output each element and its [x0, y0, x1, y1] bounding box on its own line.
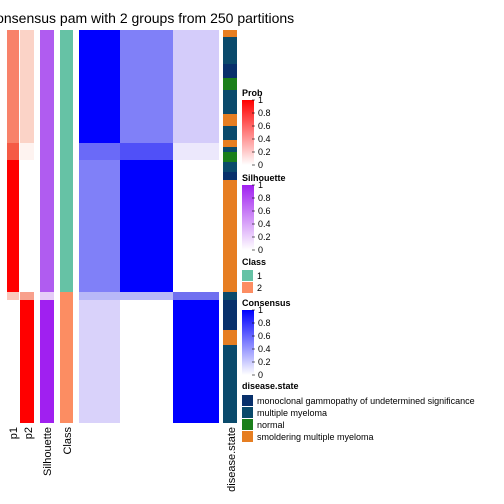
- column-label: disease.state: [226, 427, 238, 492]
- column-label: Class: [62, 427, 74, 455]
- p2-block-c: [20, 292, 34, 300]
- disease-state-segment: [223, 180, 237, 292]
- disease-state-segment: [223, 126, 237, 140]
- consensus-cell-aa: [79, 30, 120, 143]
- consensus-legend-tick: 0.4: [258, 344, 271, 354]
- consensus-legend-bar: [242, 310, 254, 375]
- disease-state-legend-title: disease.state: [242, 381, 299, 391]
- p2-block-d: [20, 300, 34, 423]
- disease-state-legend-swatch: [242, 407, 253, 418]
- consensus-cell-ba: [79, 143, 120, 160]
- prob-legend-tick: 0.8: [258, 108, 271, 118]
- column-label: Silhouette: [42, 427, 54, 476]
- prob-legend-tick: 0: [258, 160, 263, 170]
- disease-state-segment: [223, 64, 237, 78]
- disease-state-segment: [223, 162, 237, 172]
- silhouette-legend-title: Silhouette: [242, 173, 286, 183]
- silhouette-legend-tick: 0.4: [258, 219, 271, 229]
- consensus-legend-title: Consensus: [242, 298, 291, 308]
- class-block-2: [60, 292, 73, 423]
- disease-state-legend-label: normal: [257, 420, 285, 430]
- silhouette-block-a: [40, 30, 54, 292]
- column-label: p2: [23, 427, 35, 439]
- disease-state-segment: [223, 90, 237, 108]
- disease-state-segment: [223, 37, 237, 54]
- p1-block-c: [7, 160, 19, 292]
- p2-block-b: [20, 143, 34, 160]
- silhouette-block-c: [40, 300, 54, 423]
- class-legend-title: Class: [242, 257, 266, 267]
- class-legend-swatch: [242, 270, 253, 281]
- disease-state-segment: [223, 292, 237, 300]
- p2-block-a: [20, 30, 34, 143]
- prob-legend-title: Prob: [242, 88, 263, 98]
- class-legend-label: 1: [257, 271, 262, 281]
- silhouette-legend-tick: 0: [258, 245, 263, 255]
- disease-state-segment: [223, 172, 237, 180]
- prob-legend-tick: 0.2: [258, 147, 271, 157]
- consensus-cell-bb: [120, 143, 173, 160]
- prob-legend-bar: [242, 100, 254, 165]
- disease-state-legend-swatch: [242, 395, 253, 406]
- disease-state-segment: [223, 300, 237, 330]
- silhouette-legend-tick: 1: [258, 180, 263, 190]
- consensus-cell-db: [173, 292, 219, 300]
- disease-state-legend-swatch: [242, 419, 253, 430]
- consensus-cell-cb: [120, 160, 173, 292]
- consensus-legend-tick: 0: [258, 370, 263, 380]
- consensus-cell-ec: [173, 300, 219, 423]
- disease-state-legend-swatch: [242, 431, 253, 442]
- p1-block-b: [7, 143, 19, 160]
- disease-state-segment: [223, 345, 237, 423]
- consensus-cell-ab: [120, 30, 173, 143]
- disease-state-segment: [223, 30, 237, 37]
- class-block-1: [60, 30, 73, 292]
- disease-state-segment: [223, 78, 237, 90]
- silhouette-legend-bar: [242, 185, 254, 250]
- disease-state-segment: [223, 330, 237, 345]
- class-legend-label: 2: [257, 283, 262, 293]
- disease-state-segment: [223, 140, 237, 147]
- consensus-cell-bc: [173, 143, 219, 160]
- consensus-legend-tick: 1: [258, 305, 263, 315]
- consensus-legend-tick: 0.8: [258, 318, 271, 328]
- silhouette-legend-tick: 0.8: [258, 193, 271, 203]
- silhouette-block-b: [40, 292, 54, 300]
- consensus-legend-tick: 0.6: [258, 331, 271, 341]
- silhouette-legend-tick: 0.6: [258, 206, 271, 216]
- disease-state-segment: [223, 108, 237, 114]
- consensus-cell-ac: [173, 30, 219, 143]
- column-label: p1: [8, 427, 20, 439]
- disease-state-segment: [223, 152, 237, 162]
- disease-state-segment: [223, 114, 237, 126]
- prob-legend-tick: 0.6: [258, 121, 271, 131]
- disease-state-legend-label: smoldering multiple myeloma: [257, 432, 374, 442]
- consensus-cell-ea: [79, 300, 120, 423]
- disease-state-segment: [223, 54, 237, 64]
- consensus-cell-da: [79, 292, 173, 300]
- p1-block-d: [7, 292, 19, 300]
- p1-block-a: [7, 30, 19, 143]
- prob-legend-tick: 1: [258, 95, 263, 105]
- consensus-cell-ca: [79, 160, 120, 292]
- consensus-legend-tick: 0.2: [258, 357, 271, 367]
- chart-title: Consensus pam with 2 groups from 250 par…: [0, 10, 295, 26]
- disease-state-legend-label: monoclonal gammopathy of undetermined si…: [257, 396, 475, 406]
- silhouette-legend-tick: 0.2: [258, 232, 271, 242]
- disease-state-legend-label: multiple myeloma: [257, 408, 327, 418]
- class-legend-swatch: [242, 282, 253, 293]
- prob-legend-tick: 0.4: [258, 134, 271, 144]
- disease-state-segment: [223, 147, 237, 152]
